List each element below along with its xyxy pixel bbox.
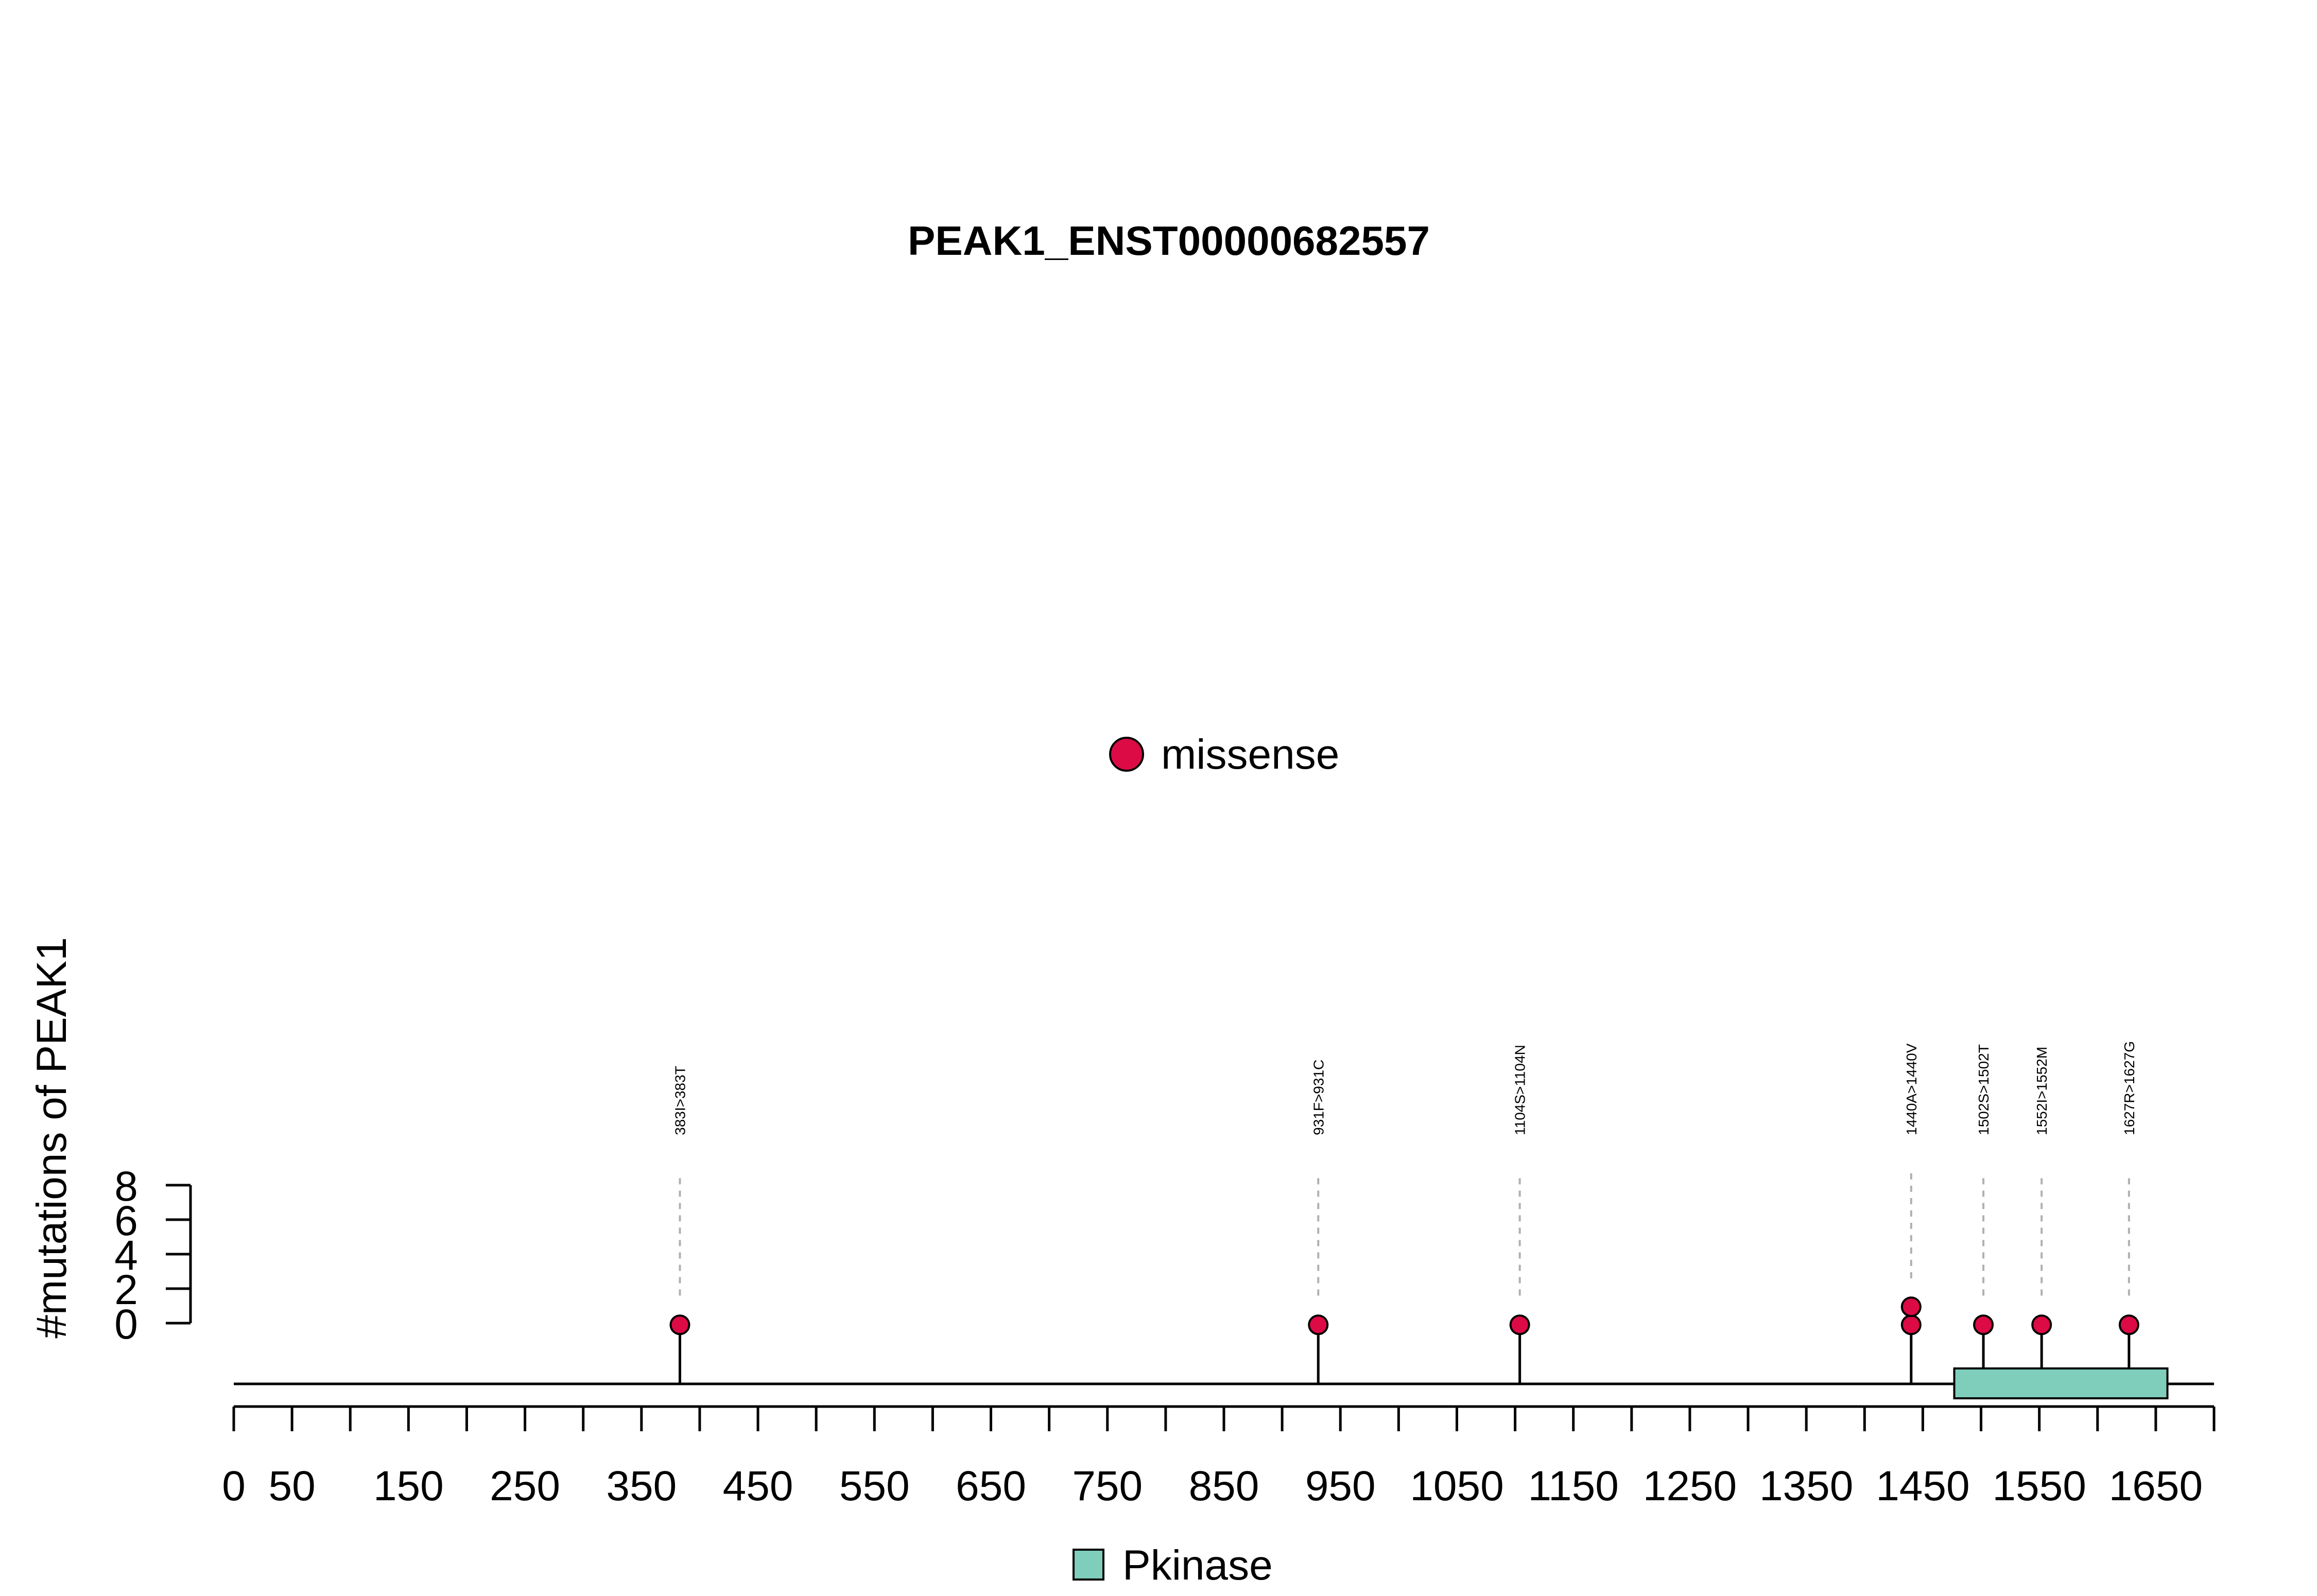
- y-tick-label-4: 4: [114, 1232, 138, 1279]
- x-tick-label-1150: 1150: [1528, 1463, 1619, 1510]
- mutation-labels: 383I>383T 931F>931C 1104S>1104N 1440A>1440V…: [672, 1041, 2137, 1135]
- y-tick-label-0: 0: [114, 1301, 138, 1348]
- x-tick-label-50: 50: [269, 1463, 316, 1510]
- x-tick-label-1650: 1650: [2109, 1463, 2203, 1510]
- mutation-point-1552-1: [2031, 1314, 2052, 1335]
- protein-domains: [1953, 1367, 2169, 1399]
- x-tick-label-250: 250: [490, 1463, 560, 1510]
- mutation-label-383: 383I>383T: [672, 1066, 688, 1135]
- x-tick-label-450: 450: [723, 1463, 793, 1510]
- x-tick-label-1250: 1250: [1643, 1463, 1737, 1510]
- x-tick-label-150: 150: [373, 1463, 444, 1510]
- x-tick-label-1450: 1450: [1876, 1463, 1969, 1510]
- legend-bottom: Pkinase: [1073, 1542, 1273, 1589]
- y-tick-label-6: 6: [114, 1198, 138, 1244]
- x-tick-label-650: 650: [956, 1463, 1026, 1510]
- x-axis: 0 50 150 250 350 450 550 650 750 850 950 1050 1150 12…: [222, 1405, 2216, 1510]
- mutation-label-1440: 1440A>1440V: [1904, 1043, 1920, 1135]
- y-axis-label: #mutations of PEAK1: [28, 937, 75, 1338]
- legend-pkinase-swatch: [1073, 1549, 1104, 1581]
- x-tick-label-750: 750: [1072, 1463, 1143, 1510]
- legend-pkinase-label: Pkinase: [1122, 1542, 1273, 1589]
- x-tick-label-1350: 1350: [1759, 1463, 1853, 1510]
- mutation-point-1440-2: [1900, 1296, 1922, 1317]
- chart-title: PEAK1_ENST00000682557: [908, 218, 1430, 264]
- y-tick-label-8: 8: [114, 1163, 138, 1210]
- legend-missense-marker: [1109, 737, 1144, 772]
- x-tick-label-950: 950: [1305, 1463, 1376, 1510]
- mutation-label-931: 931F>931C: [1310, 1060, 1326, 1135]
- legend-missense-label: missense: [1161, 731, 1339, 778]
- lollipop-heads: [669, 1296, 2139, 1335]
- x-tick-label-550: 550: [839, 1463, 910, 1510]
- y-tick-label-2: 2: [114, 1267, 138, 1313]
- mutation-point-931-1: [1308, 1314, 1329, 1335]
- mutation-point-1627-1: [2118, 1314, 2139, 1335]
- lollipop-stems: [678, 1173, 2131, 1384]
- mutation-point-383-1: [669, 1314, 690, 1335]
- x-tick-label-1050: 1050: [1410, 1463, 1503, 1510]
- mutation-label-1627: 1627R>1627G: [2121, 1041, 2137, 1135]
- x-tick-label-1550: 1550: [1992, 1463, 2086, 1510]
- domain-pkinase: [1953, 1367, 2169, 1399]
- mutation-label-1104: 1104S>1104N: [1512, 1045, 1528, 1135]
- x-tick-label-350: 350: [606, 1463, 677, 1510]
- mutation-label-1552: 1552I>1552M: [2034, 1047, 2050, 1135]
- mutation-label-1502: 1502S>1502T: [1976, 1044, 1992, 1135]
- mutation-point-1502-1: [1973, 1314, 1994, 1335]
- mutation-point-1104-1: [1509, 1314, 1530, 1335]
- legend-top: missense: [1109, 731, 1339, 778]
- mutation-point-1440-1: [1900, 1314, 1922, 1335]
- x-tick-label-850: 850: [1189, 1463, 1259, 1510]
- x-tick-label-0: 0: [222, 1463, 246, 1510]
